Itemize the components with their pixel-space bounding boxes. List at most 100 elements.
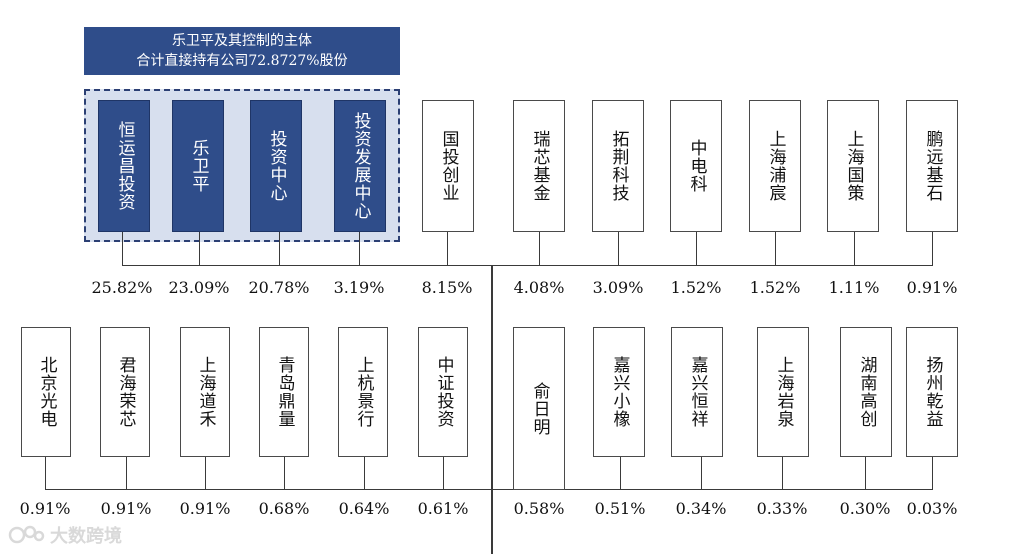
shareholding-percent: 0.91% [100,499,152,518]
central-spine [491,265,493,554]
shareholder-box: 嘉兴恒祥 [671,327,723,457]
shareholder-box: 乐卫平 [172,100,224,232]
shareholder-name: 上海岩泉 [773,356,794,428]
shareholder-name: 上海浦宸 [765,130,786,202]
shareholder-box: 上杭景行 [338,327,388,457]
top-connector-line [199,232,200,265]
shareholder-name: 拓荆科技 [608,130,629,202]
bottom-connector-line [782,457,783,489]
shareholder-name: 乐卫平 [188,139,209,193]
shareholder-box: 鹏远基石 [906,100,958,232]
shareholder-name: 嘉兴小橡 [609,356,630,428]
shareholding-percent: 0.64% [338,499,390,518]
shareholding-percent: 0.58% [513,499,565,518]
shareholding-percent: 3.09% [592,278,644,297]
bottom-connector-line [865,457,866,489]
shareholding-percent: 20.78% [248,278,310,297]
shareholder-box: 上海浦宸 [749,100,801,232]
shareholder-box: 君海荣芯 [100,327,150,457]
shareholder-name: 俞日明 [529,381,550,436]
shareholder-name: 鹏远基石 [922,130,943,202]
shareholding-percent: 0.91% [179,499,231,518]
shareholder-box: 俞日明 [513,327,565,490]
shareholding-percent: 0.03% [906,499,958,518]
shareholding-percent: 0.68% [258,499,310,518]
shareholding-percent: 0.34% [675,499,727,518]
top-connector-line [854,232,855,265]
bottom-connector-bus [45,489,933,490]
watermark: 大数跨境 [8,522,122,548]
bottom-connector-line [443,457,444,489]
top-connector-bus [122,265,933,266]
shareholding-percent: 0.61% [417,499,469,518]
shareholder-box: 湖南高创 [840,327,892,457]
shareholding-percent: 1.52% [670,278,722,297]
shareholder-name: 国投创业 [438,130,459,202]
top-connector-line [447,232,448,265]
shareholder-name: 扬州乾益 [922,356,943,428]
top-connector-line [279,232,280,265]
bottom-connector-line [45,457,46,489]
shareholder-name: 上海道禾 [195,356,216,428]
shareholding-percent: 0.91% [19,499,71,518]
bottom-connector-line [364,457,365,489]
shareholder-name: 恒运昌投资 [114,121,135,211]
bottom-connector-line [701,457,702,489]
shareholder-name: 上海国策 [843,130,864,202]
top-connector-line [618,232,619,265]
top-connector-line [122,232,123,265]
shareholder-box: 国投创业 [422,100,474,232]
bottom-connector-line [205,457,206,489]
shareholder-box: 投资发展中心 [334,100,386,232]
top-connector-line [775,232,776,265]
shareholder-name: 投资中心 [266,130,287,202]
shareholding-percent: 3.19% [333,278,385,297]
shareholding-percent: 0.30% [839,499,891,518]
top-connector-line [359,232,360,265]
bottom-connector-line [620,457,621,489]
shareholding-percent: 25.82% [91,278,153,297]
shareholding-percent: 23.09% [168,278,230,297]
bottom-connector-line [284,457,285,489]
shareholder-name: 投资发展中心 [350,112,371,220]
shareholder-box: 青岛鼎量 [259,327,309,457]
top-connector-line [696,232,697,265]
shareholder-box: 中证投资 [418,327,468,457]
top-connector-line [932,232,933,265]
watermark-text: 大数跨境 [50,526,122,547]
shareholding-percent: 0.91% [906,278,958,297]
shareholder-box: 瑞芯基金 [513,100,565,232]
banner-line-2: 合计直接持有公司72.8727%股份 [136,53,348,69]
shareholder-name: 瑞芯基金 [529,130,550,202]
shareholder-box: 恒运昌投资 [98,100,150,232]
shareholding-percent: 1.11% [828,278,880,297]
shareholder-name: 上杭景行 [353,356,374,428]
controller-banner: 乐卫平及其控制的主体 合计直接持有公司72.8727%股份 [84,27,400,75]
shareholder-box: 投资中心 [250,100,302,232]
shareholder-name: 青岛鼎量 [274,356,295,428]
shareholding-percent: 8.15% [421,278,473,297]
bottom-connector-line [932,457,933,489]
shareholder-box: 中电科 [670,100,722,232]
shareholder-name: 中证投资 [433,356,454,428]
shareholding-percent: 0.33% [756,499,808,518]
shareholder-box: 扬州乾益 [906,327,958,457]
shareholder-name: 湖南高创 [856,356,877,428]
shareholding-percent: 0.51% [594,499,646,518]
shareholder-name: 君海荣芯 [115,356,136,428]
shareholder-box: 北京光电 [21,327,71,457]
top-connector-line [539,232,540,265]
shareholder-box: 上海国策 [827,100,879,232]
shareholder-box: 嘉兴小橡 [593,327,645,457]
shareholder-box: 上海岩泉 [757,327,809,457]
watermark-logo-icon [8,525,45,544]
banner-line-1: 乐卫平及其控制的主体 [172,33,312,49]
shareholder-box: 上海道禾 [180,327,230,457]
shareholder-box: 拓荆科技 [592,100,644,232]
shareholding-percent: 1.52% [749,278,801,297]
shareholder-name: 北京光电 [36,356,57,428]
shareholder-name: 中电科 [686,139,707,193]
bottom-connector-line [126,457,127,489]
shareholding-percent: 4.08% [513,278,565,297]
shareholder-name: 嘉兴恒祥 [687,356,708,428]
